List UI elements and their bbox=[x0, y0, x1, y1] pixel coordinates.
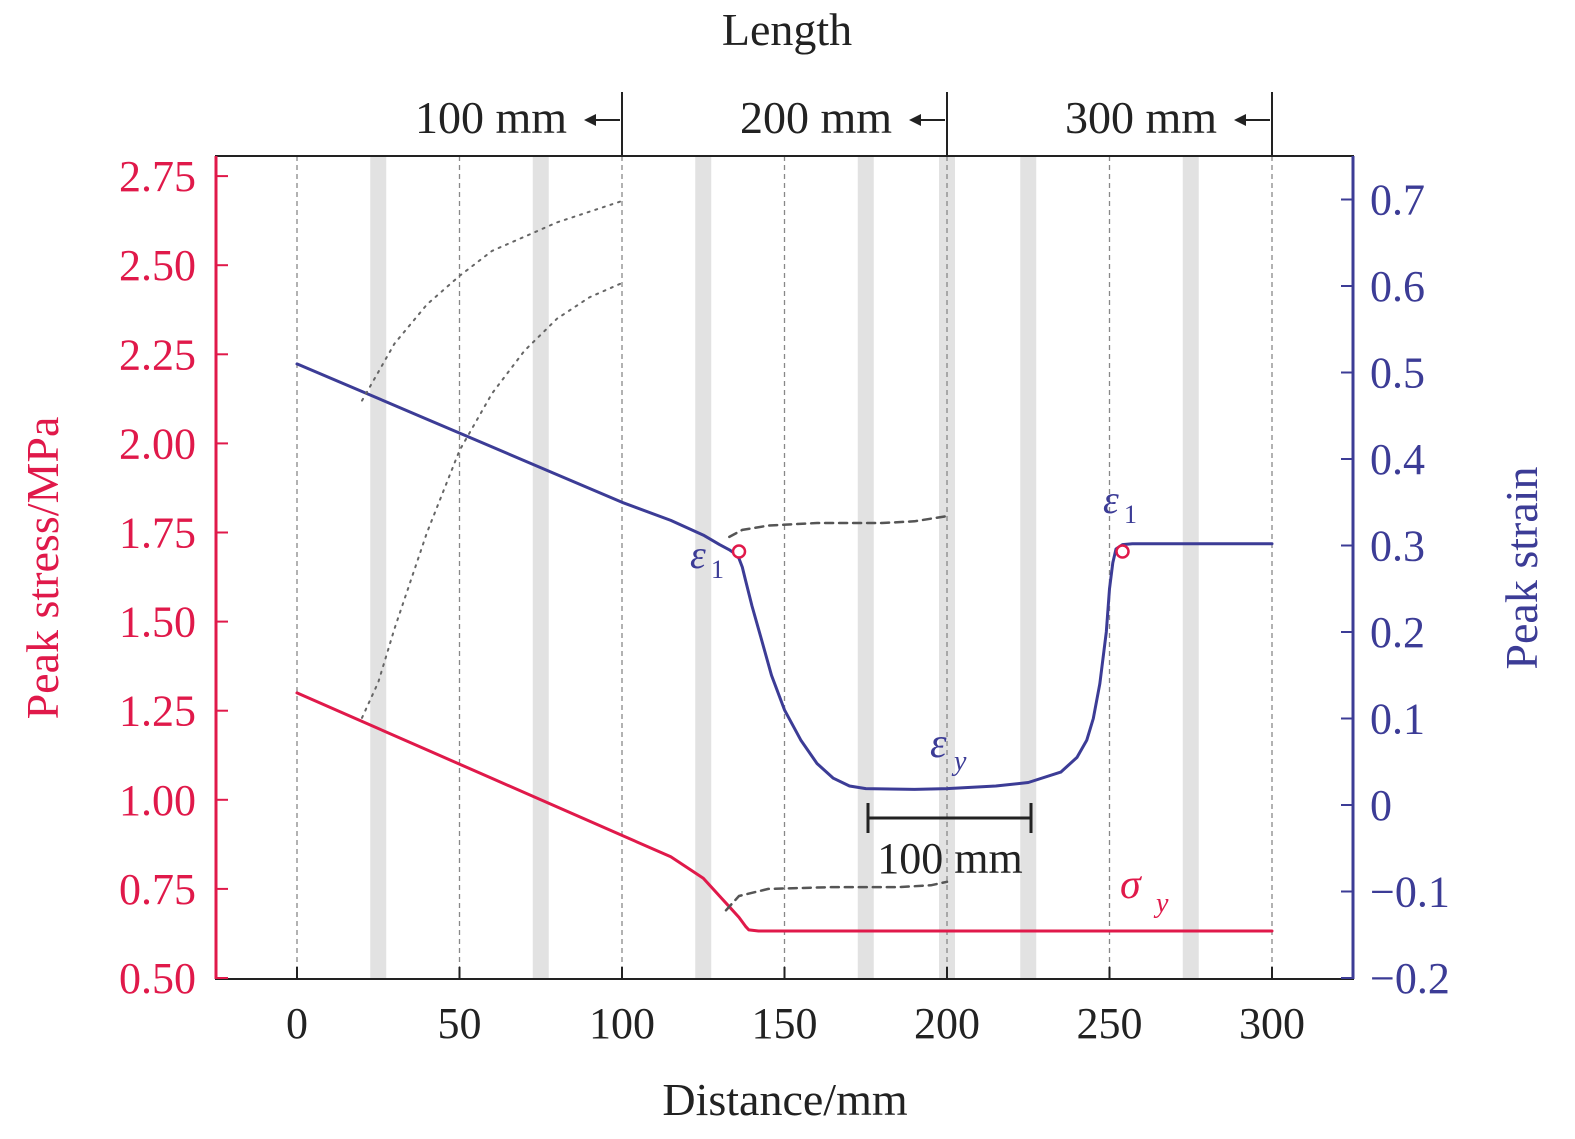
y-left-tick-label: 2.75 bbox=[119, 152, 196, 201]
y-right-tick-label: 0.2 bbox=[1370, 608, 1425, 657]
y-left-tick-label: 2.25 bbox=[119, 330, 196, 379]
svg-text:ε: ε bbox=[690, 532, 706, 577]
gray-band bbox=[939, 156, 955, 979]
series-layer bbox=[295, 200, 1274, 933]
x-tick-label: 50 bbox=[438, 999, 482, 1048]
length-arrow-head bbox=[909, 114, 921, 126]
svg-text:ε: ε bbox=[1103, 477, 1119, 522]
svg-text:y: y bbox=[1153, 888, 1169, 919]
length-marker-label: 300 mm bbox=[1065, 92, 1217, 143]
y-left-tick-label: 2.50 bbox=[119, 241, 196, 290]
y-right-tick-label: 0.3 bbox=[1370, 522, 1425, 571]
plot-frame bbox=[215, 155, 1354, 980]
epsilon-1-marker bbox=[731, 544, 747, 559]
epsilon-y-label: ε y bbox=[930, 721, 967, 777]
gray-band bbox=[1182, 156, 1199, 979]
length-arrow-head bbox=[1234, 114, 1246, 126]
y-left-tick-label: 1.25 bbox=[119, 687, 196, 736]
svg-text:y: y bbox=[951, 746, 967, 777]
scale-bar-label: 100 mm bbox=[877, 834, 1022, 883]
x-axis-title: Distance/mm bbox=[662, 1074, 907, 1125]
length-markers: 100 mm 200 mm 300 mm bbox=[415, 92, 1270, 143]
y-right-tick-label: 0 bbox=[1370, 781, 1392, 830]
gray-band bbox=[857, 156, 874, 979]
scale-bar: 100 mm bbox=[866, 803, 1033, 883]
y-right-tick-label: 0.5 bbox=[1370, 349, 1425, 398]
y-left-tick-label: 0.50 bbox=[119, 954, 196, 1003]
y-left-axis-title: Peak stress/MPa bbox=[17, 417, 68, 720]
y-right-tick-label: 0.1 bbox=[1370, 695, 1425, 744]
length-marker-label: 200 mm bbox=[740, 92, 892, 143]
length-marker-label: 100 mm bbox=[415, 92, 567, 143]
epsilon-1-label-left: ε 1 bbox=[690, 532, 724, 584]
grid-lines bbox=[296, 92, 1273, 979]
y-right-axis-title: Peak strain bbox=[1496, 466, 1547, 669]
x-tick-label: 200 bbox=[914, 999, 980, 1048]
gray-band bbox=[1020, 156, 1037, 979]
epsilon-1-marker bbox=[1115, 544, 1130, 559]
x-tick-label: 100 bbox=[589, 999, 655, 1048]
gray-band bbox=[695, 156, 712, 979]
gray-band bbox=[532, 156, 549, 979]
y-right-tick-label: −0.2 bbox=[1370, 954, 1450, 1003]
epsilon-1-label-right: ε 1 bbox=[1103, 477, 1137, 529]
x-tick-label: 150 bbox=[752, 999, 818, 1048]
series-left-dotted-4 bbox=[361, 200, 623, 402]
gray-bands bbox=[370, 156, 1199, 979]
y-left-tick-label: 0.75 bbox=[119, 865, 196, 914]
series-left-solid-2 bbox=[295, 691, 1274, 933]
y-right-tick-label: −0.1 bbox=[1370, 868, 1450, 917]
y-right-tick-label: 0.6 bbox=[1370, 262, 1425, 311]
svg-text:ε: ε bbox=[930, 721, 947, 767]
y-right-tick-label: 0.4 bbox=[1370, 435, 1425, 484]
sigma-y-label: σ y bbox=[1120, 862, 1169, 919]
y-left-tick-label: 1.00 bbox=[119, 776, 196, 825]
y-left-tick-label: 1.75 bbox=[119, 509, 196, 558]
series-left-dotted-5 bbox=[361, 282, 623, 719]
top-title: Length bbox=[722, 4, 852, 55]
y-left-tick-label: 2.00 bbox=[119, 419, 196, 468]
series-right-solid-0 bbox=[295, 362, 1274, 791]
ticks: 0 50 100 150 200 250 3000.500.751.001.251.501.… bbox=[119, 152, 1450, 1048]
y-left-tick-label: 1.50 bbox=[119, 598, 196, 647]
x-tick-label: 300 bbox=[1239, 999, 1305, 1048]
series-left-dashed-3 bbox=[724, 880, 949, 912]
svg-text:1: 1 bbox=[1124, 500, 1137, 529]
x-tick-label: 0 bbox=[286, 999, 308, 1048]
gray-band bbox=[370, 156, 387, 979]
svg-text:σ: σ bbox=[1120, 862, 1143, 908]
x-tick-label: 250 bbox=[1077, 999, 1143, 1048]
length-arrow-head bbox=[584, 114, 596, 126]
series-right-dashed-1 bbox=[728, 514, 949, 539]
svg-text:1: 1 bbox=[711, 555, 724, 584]
y-right-tick-label: 0.7 bbox=[1370, 176, 1425, 225]
